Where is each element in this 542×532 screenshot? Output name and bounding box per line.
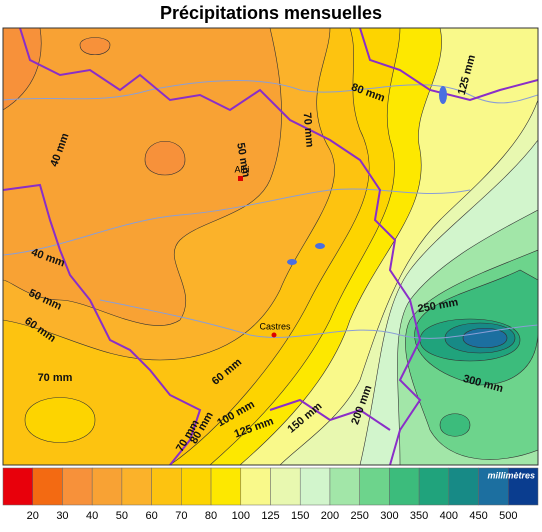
river [3,80,538,104]
legend-tick-label: 30 [56,510,68,522]
legend-tick-label: 300 [380,510,398,522]
legend-tick-label: 200 [321,510,339,522]
lake [287,259,297,265]
border [3,183,202,465]
legend-swatch [448,467,479,506]
legend-tick-label: 350 [410,510,428,522]
river [99,299,538,339]
legend-tick-label: 250 [350,510,368,522]
legend-swatch [121,467,152,506]
legend-swatch [508,467,539,506]
geography [3,28,538,465]
legend-tick-label: 70 [175,510,187,522]
legend-tick-label: 80 [205,510,217,522]
city-label: Albi [234,164,249,174]
contour-label: 50 mm [234,142,252,179]
legend-tick-label: 400 [440,510,458,522]
contour-label: 70 mm [38,372,73,384]
precipitation-zone [144,140,186,176]
precipitation-zone [462,328,508,348]
legend-tick-label: 60 [145,510,157,522]
legend-tick-label: 150 [291,510,309,522]
legend-swatch [32,467,63,506]
legend-swatch [389,467,420,506]
precipitation-zone [3,28,282,326]
border [359,28,538,102]
legend-swatch [62,467,93,506]
legend-swatch [210,467,242,506]
legend-tick-label: 40 [86,510,98,522]
legend-swatch [299,467,331,506]
legend-swatch [240,467,271,506]
precipitation-zone [79,37,111,56]
legend-swatch [181,467,212,506]
precipitation-zone [439,413,471,437]
legend-swatch [2,467,33,506]
river [3,188,471,256]
precipitation-zone [24,397,96,443]
city-marker [238,176,243,181]
border [19,28,422,465]
legend-tick-label: 20 [27,510,39,522]
legend-swatch [91,467,123,506]
legend-swatch [418,467,450,506]
legend-unit: millimètres [487,470,535,480]
map-title: Précipitations mensuelles [160,3,382,23]
lake [315,243,325,249]
lake [439,86,447,104]
map-frame [2,27,539,466]
legend-swatch [270,467,301,506]
legend-swatch [359,467,390,506]
legend-tick-label: 125 [261,510,279,522]
contour-label: 70 mm [301,112,316,148]
legend-swatch [329,467,360,506]
legend-tick-label: 50 [116,510,128,522]
city-marker [271,332,277,338]
legend-swatch [151,467,182,506]
border [269,398,391,431]
legend-tick-label: 450 [469,510,487,522]
precipitation-zone [3,28,42,111]
legend-tick-label: 100 [232,510,250,522]
city-label: Castres [259,321,291,331]
legend: 20 30 40 50 60 70 80 100 125 150 200 250 300 350 400 45… [2,467,539,522]
legend-tick-label: 500 [499,510,517,522]
